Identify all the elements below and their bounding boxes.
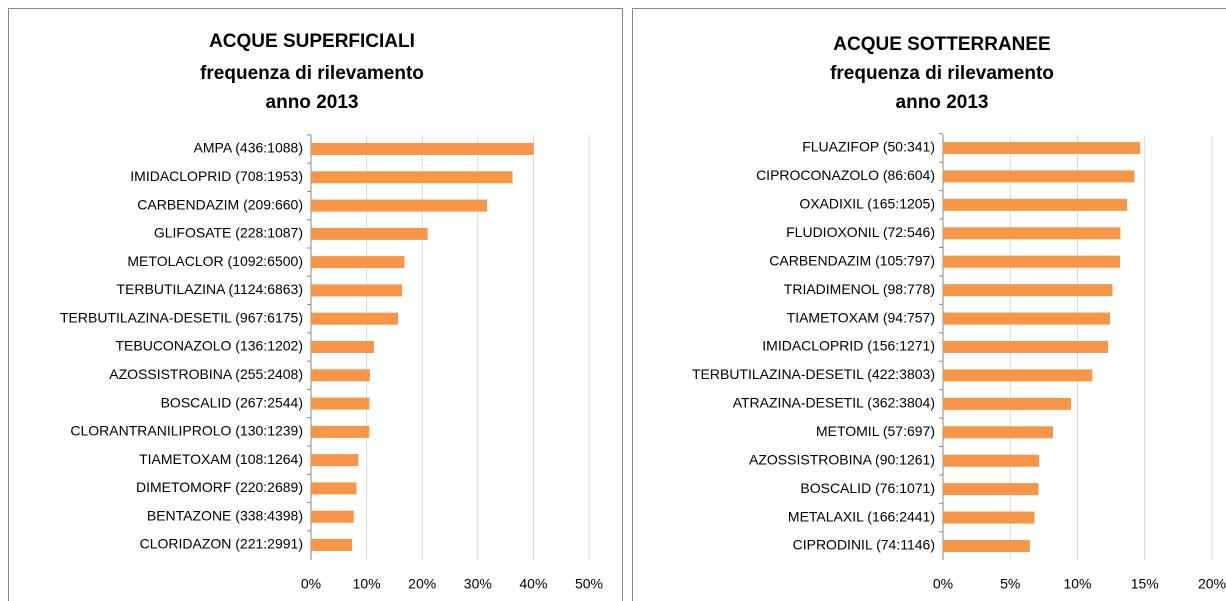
y-tick-label: CIPRODINIL (74:1146) (793, 537, 935, 553)
y-tick-label: AMPA (436:1088) (194, 140, 303, 156)
bar (943, 341, 1109, 353)
y-tick-label: ATRAZINA-DESETIL (362:3804) (733, 395, 935, 411)
y-tick-label: CLORIDAZON (221:2991) (140, 536, 303, 552)
bar (311, 143, 534, 155)
x-tick-label: 0% (301, 576, 321, 592)
chart-title: ACQUE SUPERFICIALI (209, 31, 415, 52)
chart-title: anno 2013 (896, 92, 989, 113)
bar (311, 425, 370, 438)
x-tick-label: 30% (464, 576, 492, 592)
bar (311, 369, 370, 382)
x-tick-label: 20% (408, 576, 436, 592)
y-tick-label: TEBUCONAZOLO (136:1202) (115, 338, 303, 354)
y-tick-label: TERBUTILAZINA (1124:6863) (117, 281, 303, 297)
bar (943, 369, 1093, 382)
y-tick-label: CARBENDAZIM (209:660) (137, 196, 303, 212)
y-tick-label: TERBUTILAZINA-DESETIL (967:6175) (60, 309, 303, 325)
bar (311, 454, 359, 467)
bar (943, 426, 1054, 439)
bar (311, 397, 370, 410)
bar (943, 397, 1072, 410)
y-tick-label: FLUAZIFOP (50:341) (802, 139, 935, 155)
x-tick-label: 0% (933, 576, 953, 592)
y-tick-label: AZOSSISTROBINA (90:1261) (749, 451, 935, 467)
y-tick-label: BOSCALID (267:2544) (161, 394, 303, 410)
y-tick-label: GLIFOSATE (228:1087) (154, 225, 303, 241)
y-tick-label: CLORANTRANILIPROLO (130:1239) (70, 423, 303, 439)
bar (311, 341, 374, 353)
x-tick-label: 5% (1000, 576, 1020, 592)
y-tick-label: IMIDACLOPRID (156:1271) (762, 338, 935, 354)
bar (943, 454, 1040, 467)
y-tick-label: BOSCALID (76:1071) (800, 480, 935, 496)
bar (311, 312, 399, 325)
bar (311, 510, 354, 523)
x-tick-label: 40% (519, 576, 547, 592)
y-tick-label: CIPROCONAZOLO (86:604) (756, 167, 935, 183)
x-tick-label: 20% (1198, 576, 1226, 592)
y-tick-label: AZOSSISTROBINA (255:2408) (109, 366, 303, 382)
y-tick-label: TRIADIMENOL (98:778) (784, 281, 935, 297)
bar (311, 171, 513, 184)
bar (311, 539, 353, 551)
chart-title: ACQUE SOTTERRANEE (833, 34, 1050, 55)
x-tick-label: 15% (1131, 576, 1159, 592)
panel-border (632, 8, 1226, 601)
bar (943, 312, 1111, 325)
y-tick-label: DIMETOMORF (220:2689) (136, 479, 303, 495)
bar (311, 482, 357, 495)
bar (943, 255, 1121, 268)
chart-title: frequenza di rilevamento (830, 63, 1054, 84)
bar (943, 198, 1128, 211)
chart-title: frequenza di rilevamento (200, 63, 424, 84)
y-tick-label: TERBUTILAZINA-DESETIL (422:3803) (692, 366, 935, 382)
y-tick-label: BENTAZONE (338:4398) (147, 507, 303, 523)
y-tick-label: METOMIL (57:697) (816, 423, 935, 439)
bar (311, 284, 403, 297)
y-tick-label: IMIDACLOPRID (708:1953) (130, 168, 303, 184)
x-tick-label: 50% (575, 576, 603, 592)
bar (943, 540, 1030, 552)
bar (943, 284, 1113, 297)
bar (311, 227, 428, 240)
bar (943, 483, 1039, 496)
y-tick-label: FLUDIOXONIL (72:546) (786, 224, 935, 240)
bar (943, 227, 1121, 240)
y-tick-label: TIAMETOXAM (94:757) (787, 309, 935, 325)
y-tick-label: METALAXIL (166:2441) (788, 508, 935, 524)
x-tick-label: 10% (353, 576, 381, 592)
chart-title: anno 2013 (266, 92, 359, 113)
bar (943, 142, 1141, 154)
panel-border (8, 8, 623, 601)
y-tick-label: CARBENDAZIM (105:797) (769, 252, 935, 268)
y-tick-label: METOLACLOR (1092:6500) (127, 253, 303, 269)
x-tick-label: 10% (1063, 576, 1091, 592)
bar (943, 170, 1135, 183)
bar (943, 511, 1035, 524)
y-tick-label: TIAMETOXAM (108:1264) (139, 451, 303, 467)
bar (311, 256, 405, 269)
y-tick-label: OXADIXIL (165:1205) (799, 196, 935, 212)
bar (311, 199, 488, 212)
